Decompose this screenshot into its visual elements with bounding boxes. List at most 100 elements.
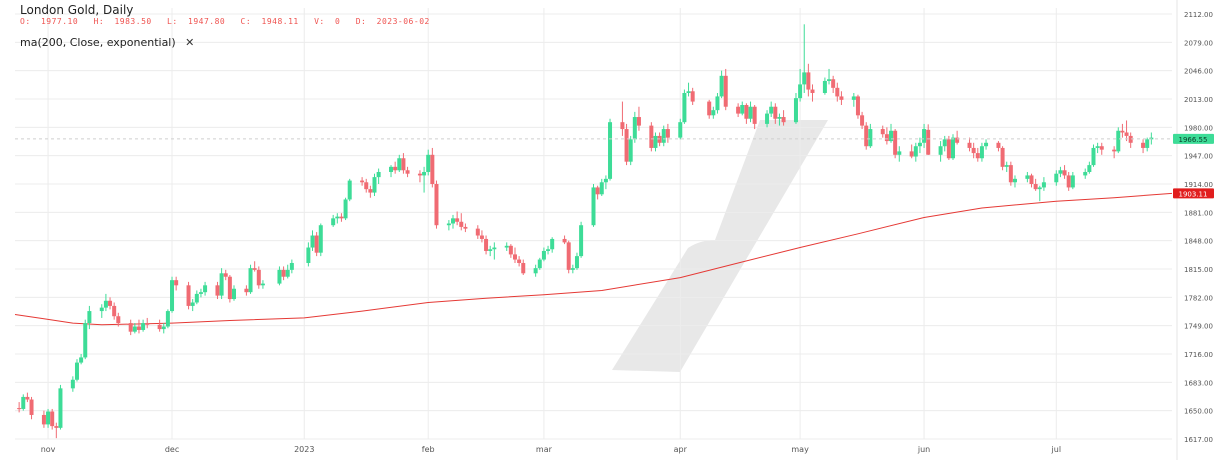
open-label: O: 1977.10 [20, 17, 79, 26]
candle-up [938, 146, 943, 155]
candle-up [827, 79, 832, 81]
candle-down [227, 276, 232, 300]
y-tick-label: 2013.00 [1184, 96, 1213, 104]
date-value: 2023-06-02 [376, 17, 430, 26]
candle-down [430, 154, 435, 184]
y-tick-label: 1749.00 [1184, 323, 1213, 331]
candle-down [1033, 184, 1038, 190]
candle-up [686, 91, 691, 93]
candle-down [1099, 146, 1104, 150]
candle-down [128, 323, 133, 332]
candle-up [661, 129, 666, 143]
candle-down [108, 300, 113, 306]
candle-up [1058, 170, 1063, 174]
remove-indicator-icon[interactable]: ✕ [185, 36, 195, 49]
chart-title: London Gold, Daily [20, 3, 134, 17]
candle-up [777, 117, 782, 119]
y-tick-label: 1881.00 [1184, 209, 1213, 217]
candle-up [682, 92, 687, 123]
candle-up [451, 218, 456, 224]
candle-down [29, 399, 34, 415]
candle-down [360, 180, 365, 183]
candle-up [306, 247, 311, 263]
candle-down [736, 106, 741, 114]
y-tick-label: 1650.00 [1184, 408, 1213, 416]
candle-up [984, 142, 989, 147]
candle-up [628, 139, 633, 162]
volume-value: 0 [335, 17, 341, 26]
candle-down [864, 125, 869, 147]
candle-up [541, 250, 546, 260]
candle-down [463, 226, 468, 229]
x-tick-label: may [791, 445, 809, 454]
candle-up [822, 80, 827, 93]
close-label: C: 1948.11 [240, 17, 299, 26]
candle-up [711, 110, 716, 116]
candle-up [917, 142, 922, 147]
candle-down [975, 153, 980, 159]
candle-up [21, 396, 26, 409]
indicator-label: ma(200, Close, exponential) [20, 36, 176, 49]
candle-down [405, 170, 410, 174]
y-tick-label: 1947.00 [1184, 153, 1213, 161]
candle-down [475, 228, 480, 236]
candle-down [810, 89, 815, 93]
y-tick-label: 1782.00 [1184, 294, 1213, 302]
high-value: 1983.50 [114, 17, 152, 26]
candle-up [897, 151, 902, 155]
indicator-legend[interactable]: ma(200, Close, exponential) ✕ [20, 36, 194, 49]
candle-up [942, 139, 947, 147]
candle-up [1041, 182, 1046, 188]
candle-up [1145, 139, 1150, 148]
candle-up [335, 216, 340, 219]
candle-down [41, 414, 46, 425]
ma200-line [14, 192, 1173, 326]
candle-up [574, 256, 579, 269]
candle-down [1000, 147, 1005, 167]
y-tick-label: 1848.00 [1184, 238, 1213, 246]
candle-up [851, 96, 856, 100]
x-tick-label: dec [165, 445, 179, 454]
candle-down [512, 254, 517, 260]
candle-up [922, 129, 927, 143]
candle-up [74, 362, 79, 380]
candle-up [219, 273, 224, 296]
candle-down [806, 72, 811, 90]
candle-up [550, 238, 555, 250]
candle-up [1095, 146, 1100, 148]
candle-down [1066, 175, 1071, 188]
candle-up [802, 72, 807, 85]
candle-up [232, 288, 237, 300]
candle-down [955, 137, 960, 143]
candle-up [132, 326, 137, 332]
candle-up [1012, 178, 1017, 183]
candle-down [174, 280, 179, 286]
candle-down [281, 269, 286, 277]
candle-up [740, 105, 745, 114]
candle-up [1070, 175, 1075, 188]
y-tick-label: 2079.00 [1184, 39, 1213, 47]
x-tick-label: mar [536, 445, 553, 454]
candle-up [1025, 175, 1030, 179]
candle-up [979, 146, 984, 159]
candle-down [215, 285, 220, 296]
candle-up [318, 225, 323, 253]
candle-up [347, 180, 352, 200]
candle-up [277, 269, 282, 284]
candle-up [868, 129, 873, 147]
candle-down [835, 87, 840, 97]
candle-down [723, 75, 728, 107]
x-tick-label: nov [41, 445, 56, 454]
candle-down [893, 130, 898, 155]
candle-down [459, 221, 464, 227]
candle-down [562, 238, 567, 243]
candle-up [285, 269, 290, 277]
candle-up [70, 379, 75, 389]
candle-up [83, 323, 88, 358]
candle-up [190, 302, 195, 306]
candle-up [1054, 173, 1059, 183]
candle-down [393, 166, 398, 171]
candle-up [1087, 165, 1092, 172]
